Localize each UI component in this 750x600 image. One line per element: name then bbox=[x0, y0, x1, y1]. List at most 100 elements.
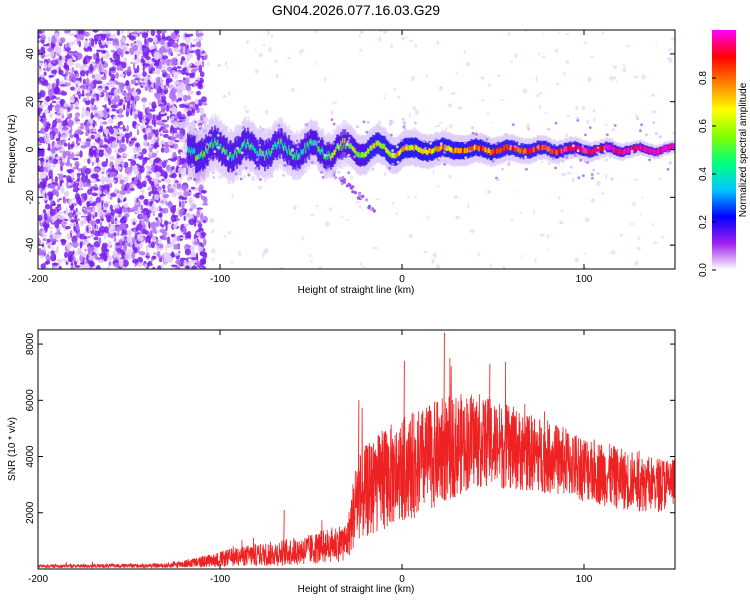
spectrogram-noise-mark bbox=[86, 254, 89, 261]
spectrogram-speckle-mark bbox=[375, 198, 381, 201]
spectrogram-noise-mark bbox=[142, 65, 145, 73]
spectrogram-noise-mark bbox=[77, 85, 80, 93]
spectrogram-noise-mark bbox=[45, 161, 51, 168]
snr-peak-spike bbox=[357, 400, 360, 498]
spectrogram-noise-mark bbox=[183, 45, 186, 54]
spectrogram-speckle-mark bbox=[325, 221, 330, 227]
spectrogram-noise-mark bbox=[81, 252, 87, 257]
spectrogram-noise-mark bbox=[68, 129, 72, 135]
spectrogram-speckle-mark bbox=[290, 87, 295, 92]
spectrogram-noise-mark bbox=[156, 68, 161, 74]
spectrogram-noise-mark bbox=[123, 203, 129, 208]
spectrogram-noise-mark bbox=[47, 36, 51, 43]
spectrogram-tone-speckle-mark bbox=[395, 145, 399, 149]
spectrogram-tone-speckle-mark bbox=[639, 129, 642, 133]
snr-x-label: Height of straight line (km) bbox=[298, 584, 415, 595]
spectrogram-speckle-mark bbox=[521, 254, 523, 259]
spectrogram-tone-speckle-mark bbox=[365, 130, 369, 134]
spectrogram-speckle-mark bbox=[524, 30, 527, 33]
spectrogram-speckle-mark bbox=[360, 261, 362, 267]
spectrogram-noise-mark bbox=[45, 96, 51, 102]
spectrogram-noise-mark bbox=[132, 180, 138, 185]
spectrogram-noise-mark bbox=[200, 114, 204, 121]
spectrogram-noise-mark bbox=[70, 219, 76, 223]
spectrogram-noise-mark bbox=[202, 238, 207, 246]
spectrogram-noise-mark bbox=[168, 200, 172, 208]
spectrogram-speckle-mark bbox=[581, 106, 585, 111]
spectrogram-noise-mark bbox=[114, 59, 121, 67]
spectrogram-noise-mark bbox=[159, 169, 166, 177]
spectrogram-speckle-mark bbox=[610, 250, 616, 255]
spectrogram-noise-mark bbox=[91, 161, 94, 167]
spectrogram-tone-speckle-mark bbox=[439, 142, 443, 146]
spectrogram-noise-mark bbox=[50, 199, 53, 205]
spectrogram-noise-mark bbox=[38, 92, 42, 99]
spectrogram-noise-mark bbox=[117, 230, 120, 237]
spectrogram-noise-mark bbox=[96, 202, 102, 207]
spectrogram-noise-mark bbox=[39, 104, 45, 109]
spectrogram-tone-speckle-mark bbox=[463, 141, 467, 145]
spectrogram-tone-speckle-mark bbox=[495, 142, 498, 146]
spectrogram-noise-mark bbox=[43, 212, 48, 221]
spectrogram-branch-mark bbox=[338, 176, 342, 181]
spectrogram-noise-mark bbox=[79, 70, 86, 77]
spectrogram-noise-mark bbox=[107, 231, 111, 238]
spectrogram-speckle-mark bbox=[633, 178, 638, 181]
x-tick-label: -200 bbox=[28, 274, 48, 285]
spectrogram-noise-mark bbox=[63, 143, 68, 147]
spectrogram-branch-mark bbox=[345, 184, 349, 188]
spectrogram-noise-mark bbox=[44, 192, 47, 199]
spectrogram-noise-mark bbox=[154, 231, 158, 234]
spectrogram-noise-mark bbox=[200, 96, 207, 103]
spectrogram-tone-speckle-mark bbox=[362, 120, 366, 124]
spectrogram-noise-mark bbox=[160, 63, 166, 72]
spectrogram-noise-mark bbox=[75, 56, 78, 61]
spectrogram-noise-mark bbox=[135, 168, 138, 173]
spectrogram-speckle-mark bbox=[218, 174, 222, 180]
spectrogram-noise-mark bbox=[132, 206, 139, 212]
spectrogram-noise-mark bbox=[116, 30, 120, 36]
spectrogram-noise-mark bbox=[186, 56, 189, 63]
spectrogram-noise-mark bbox=[64, 190, 69, 198]
spectrogram-noise-mark bbox=[178, 173, 182, 178]
spectrogram-speckle-mark bbox=[341, 215, 344, 218]
spectrogram-noise-mark bbox=[40, 51, 46, 59]
spectrogram-speckle-mark bbox=[377, 120, 382, 124]
spectrogram-noise-mark bbox=[178, 209, 184, 218]
spectrogram-noise-mark bbox=[190, 104, 194, 108]
spectrogram-noise-mark bbox=[155, 207, 160, 212]
spectrogram-noise-mark bbox=[121, 61, 127, 69]
spectrogram-noise-mark bbox=[79, 241, 83, 249]
spectrogram-tone-speckle-mark bbox=[255, 158, 259, 162]
spectrogram-noise-mark bbox=[109, 229, 116, 233]
spectrogram-speckle-mark bbox=[509, 219, 515, 222]
spectrogram-noise-mark bbox=[145, 244, 149, 253]
spectrogram-noise-mark bbox=[109, 155, 115, 159]
spectrogram-noise-mark bbox=[51, 164, 57, 168]
spectrogram-noise-mark bbox=[161, 160, 167, 169]
spectrogram-noise-mark bbox=[178, 87, 184, 91]
spectrogram-noise-mark bbox=[102, 30, 107, 35]
spectrogram-speckle-mark bbox=[486, 190, 492, 194]
spectrogram-noise-mark bbox=[141, 44, 146, 51]
spectrogram-noise-mark bbox=[69, 143, 75, 148]
spectrogram-noise-mark bbox=[120, 30, 125, 35]
spectrogram-noise-mark bbox=[114, 187, 118, 194]
spectrogram-speckle-mark bbox=[276, 73, 279, 79]
spectrogram-noise-mark bbox=[87, 46, 92, 51]
spectrogram-noise-mark bbox=[182, 184, 184, 191]
spectrogram-noise-mark bbox=[70, 163, 73, 168]
spectrogram-noise-mark bbox=[63, 197, 67, 204]
spectrogram-noise-mark bbox=[38, 107, 43, 112]
spectrogram-noise-mark bbox=[93, 38, 99, 42]
spectrogram-noise-mark bbox=[103, 253, 108, 262]
spectrogram-noise-mark bbox=[156, 30, 162, 36]
spectrogram-speckle-mark bbox=[481, 99, 485, 102]
spectrogram-noise-mark bbox=[70, 266, 75, 269]
spectrogram-speckle-mark bbox=[332, 129, 336, 132]
spectrogram-noise-mark bbox=[117, 102, 123, 106]
spectrogram-noise-mark bbox=[63, 102, 68, 107]
spectrogram-noise-mark bbox=[190, 250, 195, 257]
spectrogram-speckle-mark bbox=[533, 209, 535, 214]
spectrogram-noise-mark bbox=[51, 69, 57, 75]
